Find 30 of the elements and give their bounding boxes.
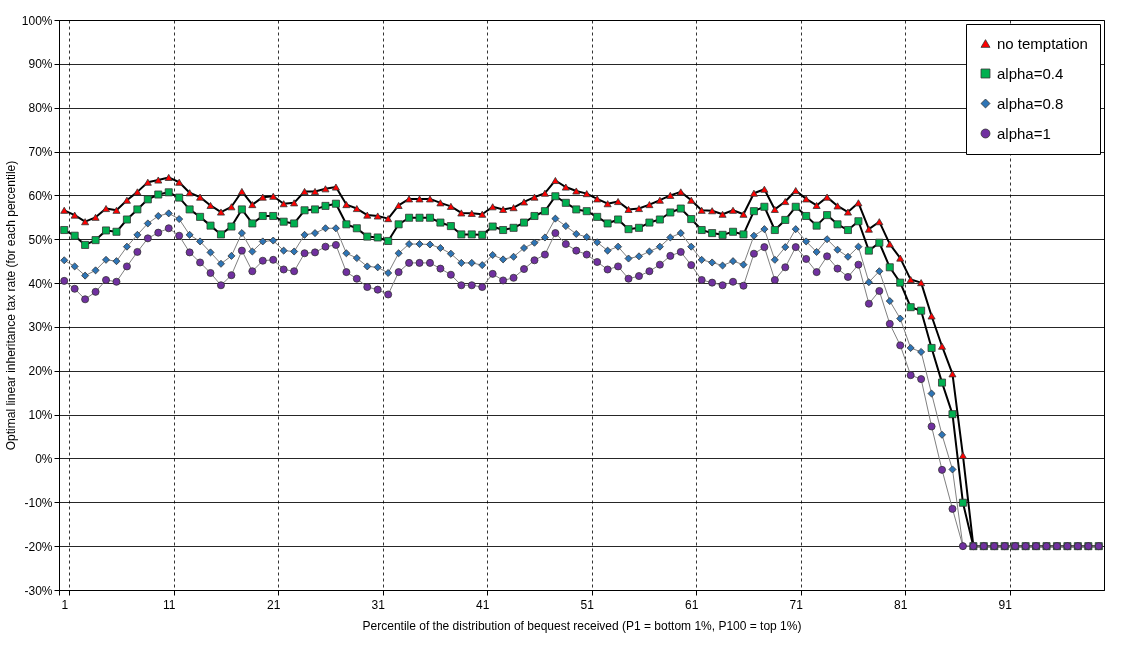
x-tick-label: 31 <box>371 597 386 612</box>
y-tick-label: 50% <box>28 232 53 247</box>
x-axis-title: Percentile of the distribution of bequest received (P1 = bottom 1%, P100 = top 1%) <box>362 618 802 633</box>
x-tick-label: 1 <box>61 597 69 612</box>
y-tick-label: 20% <box>28 364 53 379</box>
legend-label: alpha=0.4 <box>997 64 1064 82</box>
x-tick-label: 21 <box>267 597 281 612</box>
x-tick-label: 61 <box>685 597 699 612</box>
y-tick-label: -20% <box>24 539 53 554</box>
x-tick-label: 91 <box>998 597 1013 612</box>
x-tick-label: 11 <box>162 597 176 612</box>
y-tick-label: 30% <box>28 320 53 335</box>
y-tick-label: -30% <box>24 583 53 598</box>
x-tick-label: 81 <box>894 597 908 612</box>
y-tick-label: 70% <box>28 145 53 160</box>
y-tick-label: 10% <box>28 408 53 423</box>
y-tick-label: 100% <box>21 13 53 28</box>
legend-label: no temptation <box>997 34 1088 52</box>
y-tick-label: 90% <box>28 57 53 72</box>
legend-label: alpha=0.8 <box>997 94 1064 112</box>
x-tick-label: 51 <box>580 597 595 612</box>
y-tick-label: -10% <box>24 495 53 510</box>
y-tick-label: 60% <box>28 188 53 203</box>
legend-label: alpha=1 <box>997 124 1051 142</box>
x-tick-label: 41 <box>476 597 490 612</box>
y-axis-title: Optimal linear inheritance tax rate (for each percentile) <box>3 160 18 451</box>
x-tick-label: 71 <box>789 597 804 612</box>
y-tick-label: 40% <box>28 276 53 291</box>
y-tick-label: 80% <box>28 101 53 116</box>
y-tick-label: 0% <box>35 451 53 466</box>
